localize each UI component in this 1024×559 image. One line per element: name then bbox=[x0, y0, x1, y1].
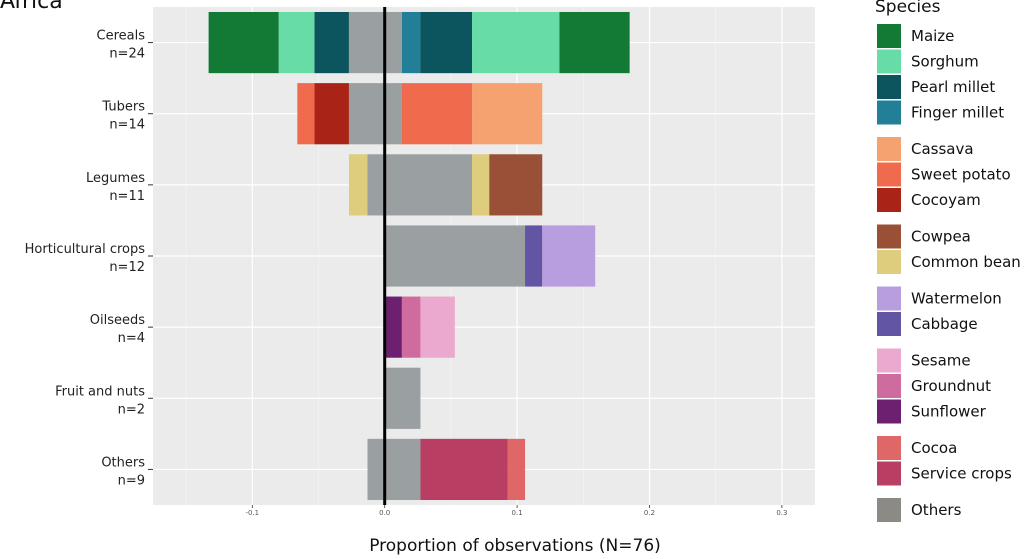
category-count: n=14 bbox=[109, 118, 145, 133]
legend-label-cassava: Cassava bbox=[911, 140, 974, 158]
bar-legumes-cowpea bbox=[489, 154, 543, 216]
legend-swatch-cabbage bbox=[877, 312, 901, 336]
x-tick-label: 0.0 bbox=[379, 509, 390, 517]
bar-cereals-pearl-millet bbox=[314, 11, 349, 74]
bar-oilseeds-sunflower bbox=[384, 296, 402, 358]
legend-swatch-cassava bbox=[877, 137, 901, 161]
bar-cereals-pearl-millet bbox=[420, 11, 473, 74]
legend-swatch-cowpea bbox=[877, 224, 901, 249]
bar-fruit-and-nuts-others bbox=[384, 367, 421, 429]
legend-label-maize: Maize bbox=[911, 27, 954, 45]
legend-swatch-watermelon bbox=[877, 286, 901, 311]
legend-label-common-bean: Common bean bbox=[911, 253, 1021, 271]
legend-swatch-common-bean bbox=[877, 250, 901, 274]
legend-swatch-cocoa bbox=[877, 436, 901, 460]
legend-label-service-crops: Service crops bbox=[911, 465, 1012, 483]
bar-tubers-cocoyam bbox=[314, 83, 349, 145]
category-label: Legumes bbox=[86, 171, 145, 186]
bar-cereals-others bbox=[348, 11, 402, 74]
bar-horticultural-crops-others bbox=[384, 225, 526, 287]
x-tick-label: 0.2 bbox=[644, 509, 655, 517]
category-count: n=9 bbox=[118, 473, 145, 488]
legend-label-watermelon: Watermelon bbox=[911, 290, 1002, 308]
bar-others-service-crops bbox=[420, 438, 508, 501]
category-count: n=2 bbox=[118, 402, 145, 417]
bar-oilseeds-sesame bbox=[420, 296, 455, 358]
bar-tubers-cassava bbox=[472, 83, 543, 145]
legend-title: Species bbox=[875, 0, 941, 17]
bar-oilseeds-groundnut bbox=[401, 296, 421, 358]
x-axis-title: Proportion of observations (N=76) bbox=[369, 536, 661, 556]
bar-tubers-sweet-potato bbox=[297, 83, 315, 145]
legend-label-sorghum: Sorghum bbox=[911, 53, 979, 71]
x-tick-label: 0.1 bbox=[512, 509, 523, 517]
bar-legumes-others bbox=[367, 154, 473, 216]
category-count: n=4 bbox=[118, 331, 145, 346]
bar-tubers-others bbox=[348, 83, 402, 145]
legend-swatch-sorghum bbox=[877, 49, 901, 74]
bar-cereals-maize bbox=[208, 11, 279, 74]
legend-swatch-pearl-millet bbox=[877, 75, 901, 99]
chart-title: Africa bbox=[0, 0, 63, 14]
bar-cereals-sorghum bbox=[278, 11, 315, 74]
legend-label-cocoa: Cocoa bbox=[911, 439, 957, 457]
x-tick-label: -0.1 bbox=[245, 509, 259, 517]
legend-label-sweet-potato: Sweet potato bbox=[911, 166, 1011, 184]
category-label: Cereals bbox=[97, 29, 146, 44]
legend-label-sunflower: Sunflower bbox=[911, 403, 987, 421]
legend-label-groundnut: Groundnut bbox=[911, 377, 991, 395]
bar-horticultural-crops-cabbage bbox=[525, 225, 543, 287]
category-label: Horticultural crops bbox=[25, 242, 146, 257]
y-axis: Cereals n=24 Tubers n=14 Legumes n=11 Horticul… bbox=[25, 29, 153, 488]
legend-label-finger-millet: Finger millet bbox=[911, 104, 1004, 122]
bar-cereals-maize bbox=[559, 11, 630, 74]
legend-swatch-maize bbox=[877, 24, 901, 48]
bar-others-others bbox=[367, 438, 421, 501]
x-axis: -0.1 0.0 0.1 0.2 0.3 bbox=[245, 505, 787, 517]
legend-swatch-cocoyam bbox=[877, 188, 901, 212]
legend-label-cocoyam: Cocoyam bbox=[911, 191, 981, 209]
bar-cereals-sorghum bbox=[472, 11, 560, 74]
legend-swatch-others bbox=[877, 498, 901, 522]
legend-swatch-sweet-potato bbox=[877, 162, 901, 187]
legend-swatch-sunflower bbox=[877, 399, 901, 424]
category-count: n=24 bbox=[109, 47, 145, 62]
category-label: Tubers bbox=[101, 100, 145, 115]
bar-horticultural-crops-watermelon bbox=[542, 225, 596, 287]
legend-swatch-sesame bbox=[877, 348, 901, 373]
legend-label-sesame: Sesame bbox=[911, 352, 971, 370]
category-count: n=11 bbox=[109, 189, 145, 204]
category-count: n=12 bbox=[109, 260, 145, 275]
category-label: Others bbox=[101, 455, 145, 470]
legend-swatch-groundnut bbox=[877, 374, 901, 398]
legend-swatch-service-crops bbox=[877, 461, 901, 486]
bars bbox=[208, 11, 630, 501]
bar-legumes-common-bean bbox=[348, 154, 368, 216]
bar-legumes-common-bean bbox=[472, 154, 490, 216]
legend-label-cowpea: Cowpea bbox=[911, 228, 971, 246]
legend-label-pearl-millet: Pearl millet bbox=[911, 78, 995, 96]
bar-cereals-finger-millet bbox=[401, 11, 421, 74]
legend-label-cabbage: Cabbage bbox=[911, 315, 978, 333]
x-tick-label: 0.3 bbox=[776, 509, 787, 517]
category-label: Oilseeds bbox=[90, 313, 145, 328]
legend: Maize Sorghum Pearl millet Finger millet Cas… bbox=[877, 24, 1021, 522]
category-label: Fruit and nuts bbox=[55, 384, 145, 399]
legend-swatch-finger-millet bbox=[877, 100, 901, 125]
bar-tubers-sweet-potato bbox=[401, 83, 473, 145]
legend-label-others: Others bbox=[911, 501, 962, 519]
bar-others-cocoa bbox=[507, 438, 526, 501]
